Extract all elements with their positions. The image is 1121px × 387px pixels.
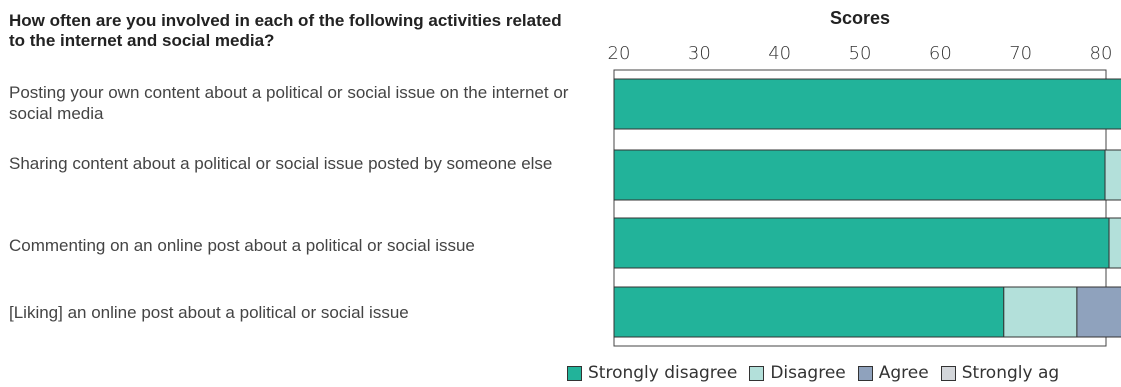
x-tick-label-80: 80 (1090, 43, 1113, 64)
legend: Strongly disagree Disagree Agree Strongly a… (567, 361, 1121, 385)
legend-label: Agree (878, 363, 929, 383)
legend-swatch (749, 365, 765, 381)
bar-3-strongly-disagree (613, 217, 1110, 269)
bar-2-strongly-disagree (613, 149, 1106, 201)
bar-2-disagree (1104, 149, 1121, 201)
legend-swatch (857, 365, 873, 381)
x-tick-label-50: 50 (849, 43, 872, 64)
x-tick-label-60: 60 (929, 43, 952, 64)
bar-3-disagree (1108, 217, 1121, 269)
x-tick-label-70: 70 (1009, 43, 1032, 64)
legend-label: Strongly ag (961, 363, 1060, 383)
legend-item-strongly-ag: Strongly ag (940, 363, 1060, 383)
legend-swatch (567, 365, 582, 381)
item-label-4: [Liking] an online post about a politica… (9, 303, 409, 322)
legend-item-disagree: Disagree (749, 363, 846, 383)
question-title: How often are you involved in each of th… (9, 11, 562, 50)
bar-4-agree (1076, 286, 1121, 338)
item-label-2: Sharing content about a political or soc… (9, 154, 553, 173)
x-tick-label-30: 30 (688, 43, 711, 64)
bar-4-strongly-disagree (613, 286, 1005, 338)
x-tick-label-40: 40 (768, 43, 791, 64)
bar-1-strongly-disagree (613, 78, 1121, 130)
x-tick-label-20: 20 (608, 43, 631, 64)
legend-item-strongly-disagree: Strongly disagree (567, 363, 737, 383)
legend-label: Disagree (770, 363, 846, 383)
item-label-1: Posting your own content about a politic… (9, 83, 569, 123)
legend-swatch (940, 365, 956, 381)
stacked-bar-chart: Scores 20 30 40 50 60 70 80 (608, 8, 1121, 347)
chart-title: Scores (830, 8, 890, 28)
legend-item-agree: Agree (857, 363, 929, 383)
bar-4-disagree (1003, 286, 1078, 338)
item-label-3: Commenting on an online post about a pol… (9, 236, 475, 255)
legend-label: Strongly disagree (588, 363, 738, 383)
plot-frame (613, 69, 1107, 347)
